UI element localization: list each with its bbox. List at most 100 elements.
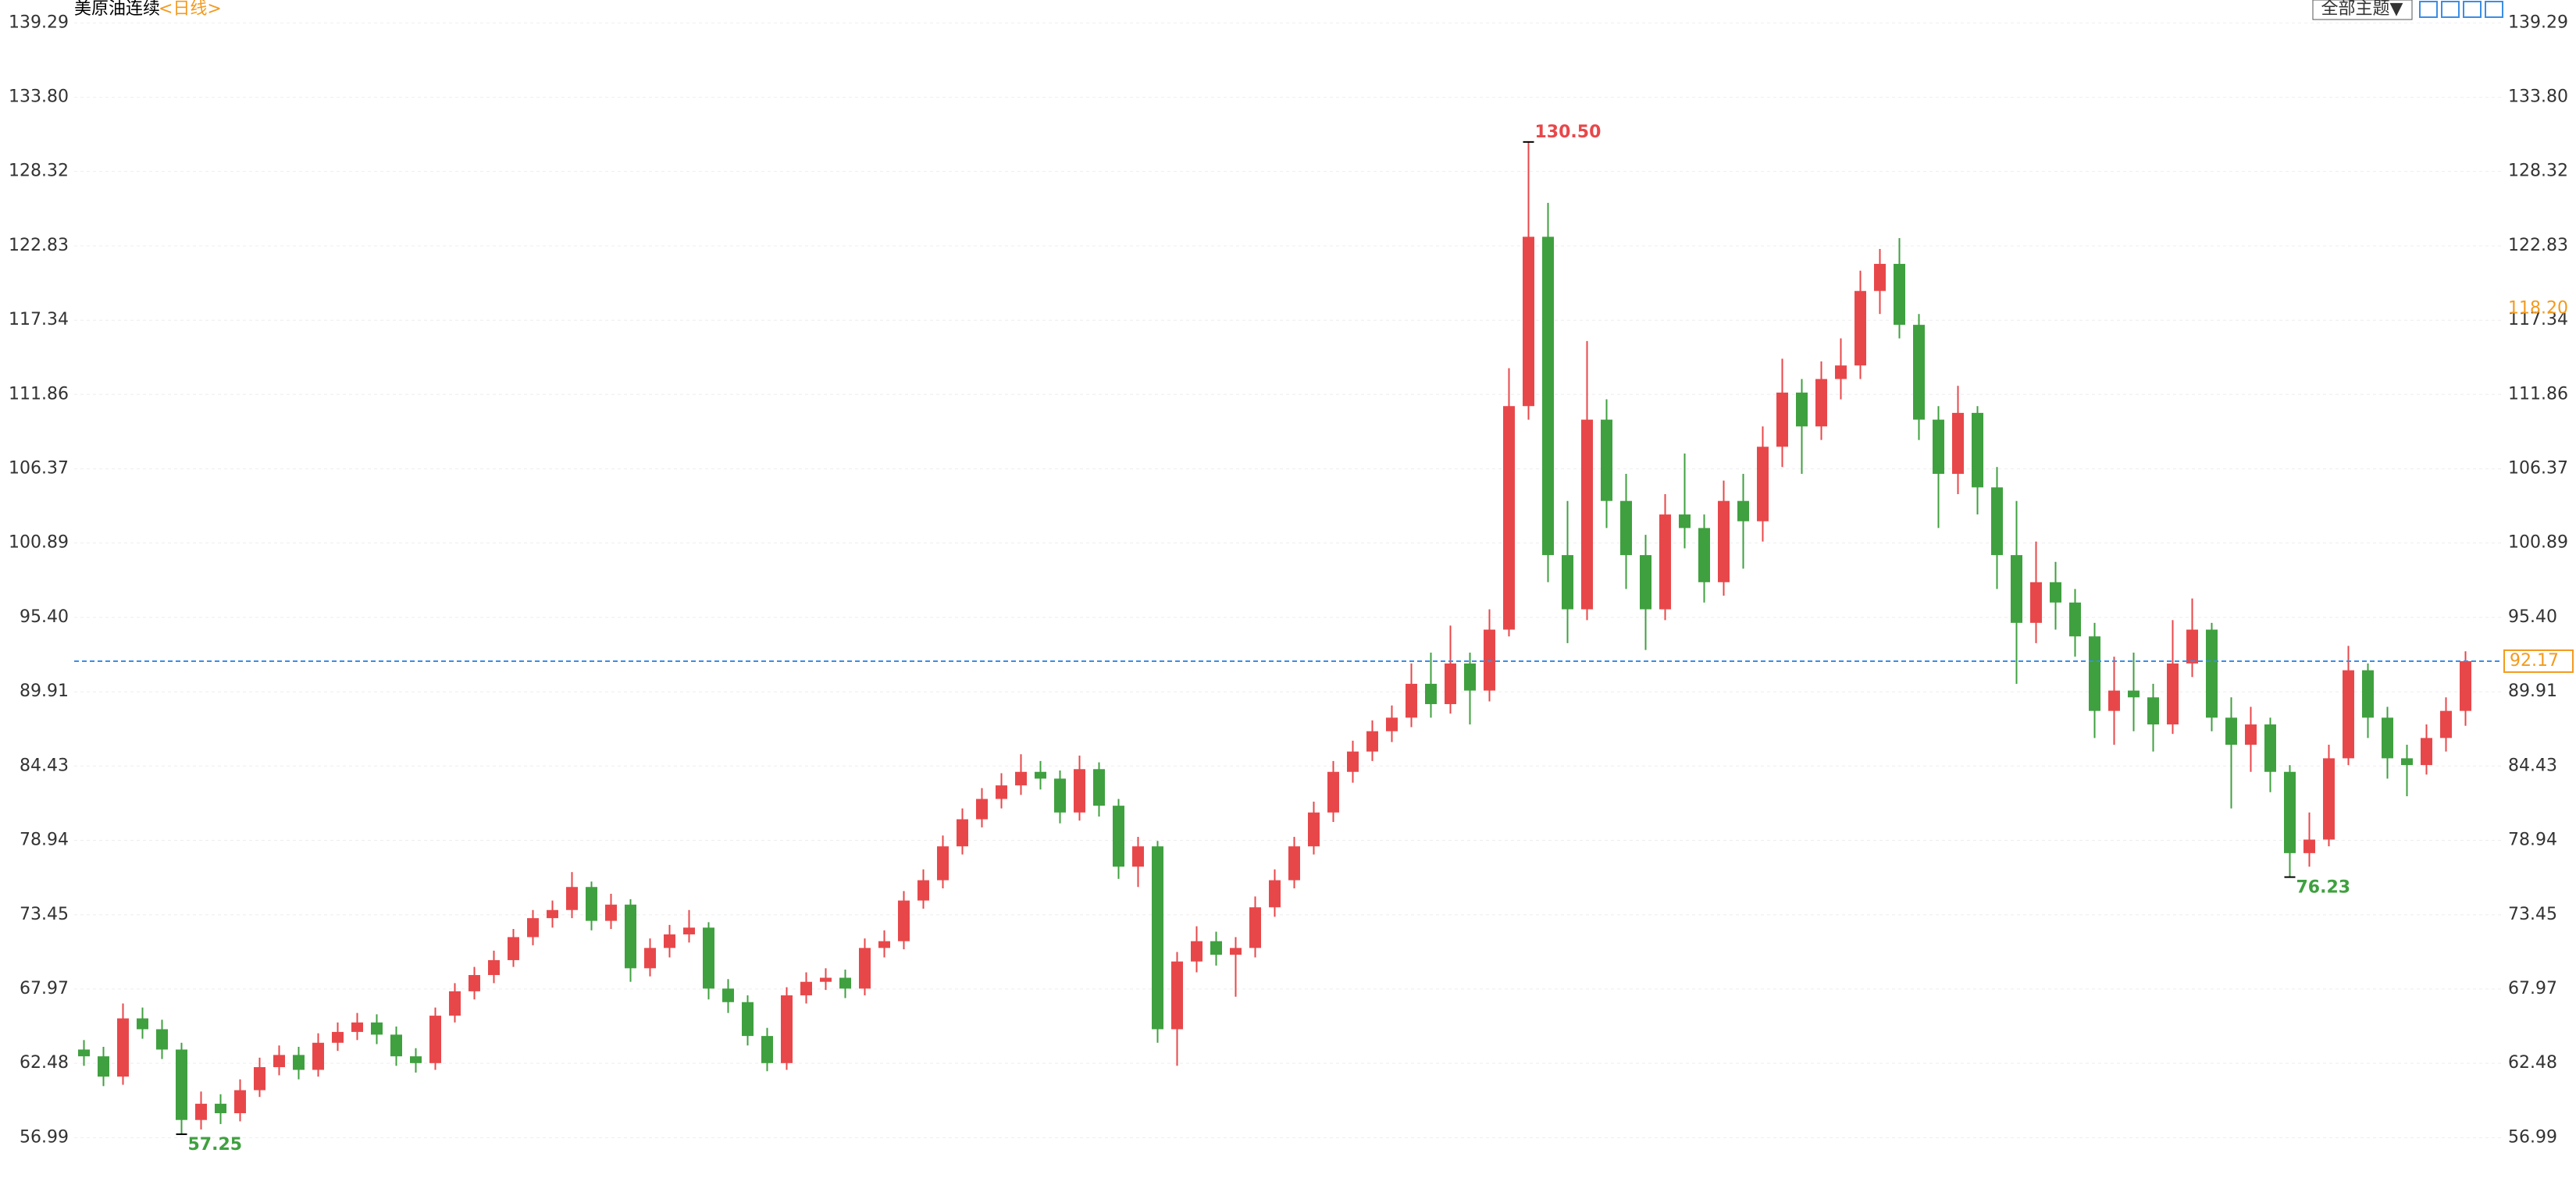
candle-body <box>937 846 949 881</box>
candle-body <box>1523 237 1534 407</box>
candle-body <box>1933 419 1944 474</box>
candle-body <box>410 1056 422 1063</box>
y-tick-label: 56.99 <box>20 1127 69 1147</box>
candle-body <box>2245 724 2257 746</box>
candle-body <box>1659 514 1671 610</box>
y2-tick-label: 84.43 <box>2508 756 2557 775</box>
candle-body <box>2362 670 2374 718</box>
candle-body <box>1288 846 1300 881</box>
candle-body <box>351 1022 363 1032</box>
candle-body <box>1718 500 1730 582</box>
candle-body <box>2323 758 2335 840</box>
candle-body <box>1230 948 1242 955</box>
y-tick-label: 73.45 <box>20 905 69 924</box>
candle-body <box>742 1002 754 1037</box>
candle-body <box>1054 778 1066 813</box>
candle-body <box>293 1055 305 1070</box>
candle-body <box>429 1016 441 1063</box>
y-tick-label: 84.43 <box>20 756 69 775</box>
candle-body <box>195 1103 207 1120</box>
candle-body <box>1581 419 1593 610</box>
candle-body <box>1698 528 1710 582</box>
candle-body <box>625 904 636 969</box>
candle-body <box>1152 846 1163 1030</box>
candle-body <box>1835 365 1847 379</box>
candle-body <box>1464 663 1476 691</box>
candle-body <box>722 988 734 1002</box>
candle-body <box>2186 629 2198 664</box>
candle-body <box>1855 290 1866 366</box>
symbol: 美原油连续 <box>74 0 160 19</box>
candle-body <box>488 959 500 976</box>
candle-body <box>2050 582 2061 603</box>
candle-body <box>878 941 890 948</box>
y-tick-label: 122.83 <box>9 236 69 255</box>
candle-body <box>1542 237 1554 556</box>
extreme-label: 130.50 <box>1535 123 1602 142</box>
candle-body <box>390 1034 402 1057</box>
candle-body <box>2343 670 2354 759</box>
y2-tick-label: 78.94 <box>2508 831 2557 850</box>
candle-body <box>2382 717 2393 759</box>
candle-body <box>2401 758 2413 766</box>
candle-body <box>2011 555 2022 623</box>
candle-body <box>371 1022 383 1035</box>
candle-body <box>1191 941 1202 962</box>
candle-body <box>215 1103 226 1114</box>
candle-body <box>2421 738 2432 766</box>
candle-body <box>1035 771 1046 779</box>
candle-body <box>957 819 968 847</box>
toolbar-icons[interactable] <box>2419 1 2503 18</box>
candle-body <box>1113 806 1124 867</box>
y2-tick-label: 89.91 <box>2508 681 2557 701</box>
candle-body <box>2089 636 2100 711</box>
y2-tick-label: 95.40 <box>2508 607 2557 627</box>
candle-body <box>137 1018 148 1030</box>
candle-body <box>2108 690 2120 711</box>
candle-body <box>566 887 578 910</box>
candle-body <box>332 1031 344 1043</box>
y2-tick-label: 62.48 <box>2508 1053 2557 1073</box>
y-tick-label: 100.89 <box>9 533 69 553</box>
extreme-label: 76.23 <box>2296 878 2351 898</box>
candle-body <box>1991 487 2003 556</box>
candle-body <box>586 887 597 921</box>
theme-button[interactable]: 全部主题▼ <box>2321 0 2403 19</box>
candle-body <box>605 904 617 921</box>
y-tick-label: 128.32 <box>9 162 69 181</box>
y2-tick-label: 128.32 <box>2508 162 2568 181</box>
candle-body <box>1737 500 1749 521</box>
candle-body <box>1093 769 1105 806</box>
candle-body <box>1249 907 1261 948</box>
period: <日线> <box>159 0 222 19</box>
candle-body <box>1347 751 1359 772</box>
candle-body <box>449 991 461 1016</box>
candle-body <box>859 948 871 989</box>
candle-body <box>1952 412 1964 474</box>
candle-body <box>1913 325 1925 420</box>
candle-body <box>1132 846 1144 867</box>
last-price-box <box>2503 649 2574 673</box>
candle-body <box>2069 602 2081 637</box>
candle-body <box>254 1067 265 1091</box>
candle-body <box>234 1090 246 1114</box>
y-tick-label: 139.29 <box>9 12 69 32</box>
candle-body <box>1074 769 1085 813</box>
candle-body <box>508 937 519 960</box>
candle-body <box>917 880 929 901</box>
candle-body <box>2225 717 2237 746</box>
candle-body <box>1366 731 1378 752</box>
y2-tick-label: 139.29 <box>2508 12 2568 32</box>
candle-body <box>176 1049 187 1120</box>
candle-body <box>1972 412 1983 488</box>
candle-body <box>1406 683 1417 718</box>
candle-body <box>1874 264 1886 291</box>
candle-body <box>2030 582 2042 623</box>
theme-button-frame[interactable] <box>2312 0 2413 20</box>
candle-body <box>1171 961 1183 1030</box>
candle-body <box>156 1029 168 1050</box>
candle-body <box>703 927 714 989</box>
candle-body <box>800 981 812 996</box>
y-tick-label: 133.80 <box>9 87 69 107</box>
candle-body <box>2147 697 2159 725</box>
